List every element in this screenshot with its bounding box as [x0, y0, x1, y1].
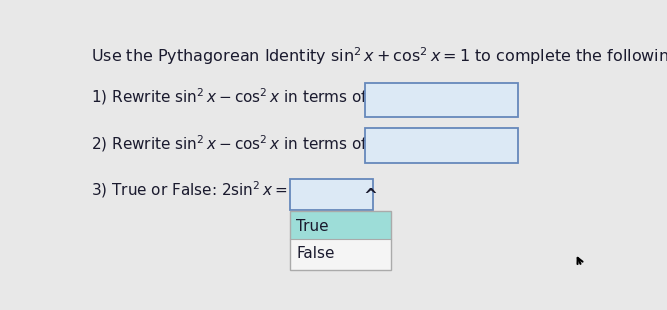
Text: 2) Rewrite $\sin^2 x - \cos^2 x$ in terms of cos x: 2) Rewrite $\sin^2 x - \cos^2 x$ in term…: [91, 133, 412, 154]
FancyBboxPatch shape: [290, 239, 391, 270]
FancyBboxPatch shape: [290, 211, 391, 239]
Text: 1) Rewrite $\sin^2 x - \cos^2 x$ in terms of sin x: 1) Rewrite $\sin^2 x - \cos^2 x$ in term…: [91, 86, 408, 107]
Text: True: True: [296, 219, 329, 234]
Text: 3) True or False: $2\sin^2 x = 2\cos^2 x$: 3) True or False: $2\sin^2 x = 2\cos^2 x…: [91, 179, 347, 200]
FancyBboxPatch shape: [290, 179, 373, 210]
FancyBboxPatch shape: [365, 128, 518, 162]
Text: False: False: [296, 246, 335, 261]
FancyBboxPatch shape: [365, 82, 518, 117]
Text: ^: ^: [364, 187, 378, 205]
Text: Use the Pythagorean Identity $\sin^2 x + \cos^2 x = 1$ to complete the following: Use the Pythagorean Identity $\sin^2 x +…: [91, 46, 667, 67]
